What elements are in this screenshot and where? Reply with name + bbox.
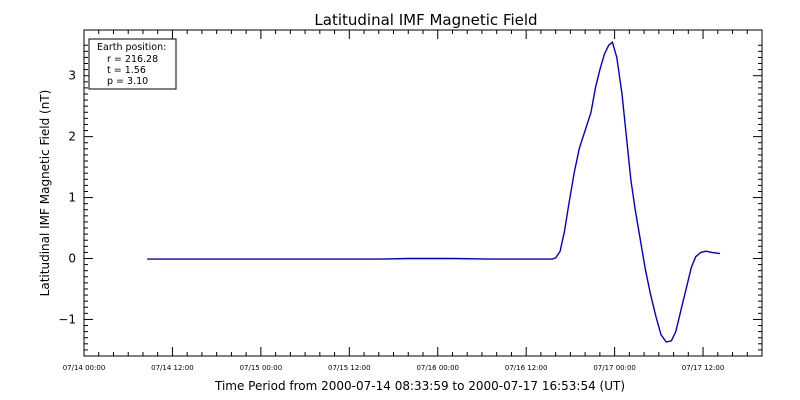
x-tick-label: 07/14 00:00 [63, 364, 106, 372]
y-axis-label: Latitudinal IMF Magnetic Field (nT) [38, 90, 52, 297]
x-tick-label: 07/14 12:00 [151, 364, 194, 372]
legend-line-4: p = 3.10 [107, 76, 148, 87]
x-tick-label: 07/17 12:00 [682, 364, 725, 372]
series-layer [147, 40, 721, 343]
y-tick-label: 2 [68, 130, 76, 144]
x-axis-label: Time Period from 2000-07-14 08:33:59 to … [214, 379, 625, 393]
chart-title: Latitudinal IMF Magnetic Field [314, 11, 537, 29]
x-tick-label: 07/15 12:00 [328, 364, 371, 372]
y-tick-label: 1 [68, 191, 76, 205]
series-line-0 [147, 40, 721, 343]
legend: Earth position: r = 216.28 t = 1.56 p = … [88, 38, 177, 90]
plot-frame [83, 29, 763, 357]
y-tick-label: 0 [68, 252, 76, 266]
x-tick-label: 07/16 12:00 [505, 364, 548, 372]
y-tick-label: 3 [68, 69, 76, 83]
legend-line-2: r = 216.28 [107, 54, 158, 65]
legend-line-3: t = 1.56 [107, 65, 146, 76]
y-axis: −1 0 1 2 3 [58, 44, 762, 351]
legend-box [88, 38, 177, 90]
x-tick-label: 07/15 00:00 [240, 364, 283, 372]
legend-line-1: Earth position: [97, 42, 166, 53]
x-axis: 07/14 00:00 07/14 12:00 07/15 00:00 07/15 1… [63, 30, 763, 372]
x-tick-label: 07/16 00:00 [416, 364, 459, 372]
y-tick-label: −1 [58, 312, 76, 326]
x-tick-label: 07/17 00:00 [593, 364, 636, 372]
